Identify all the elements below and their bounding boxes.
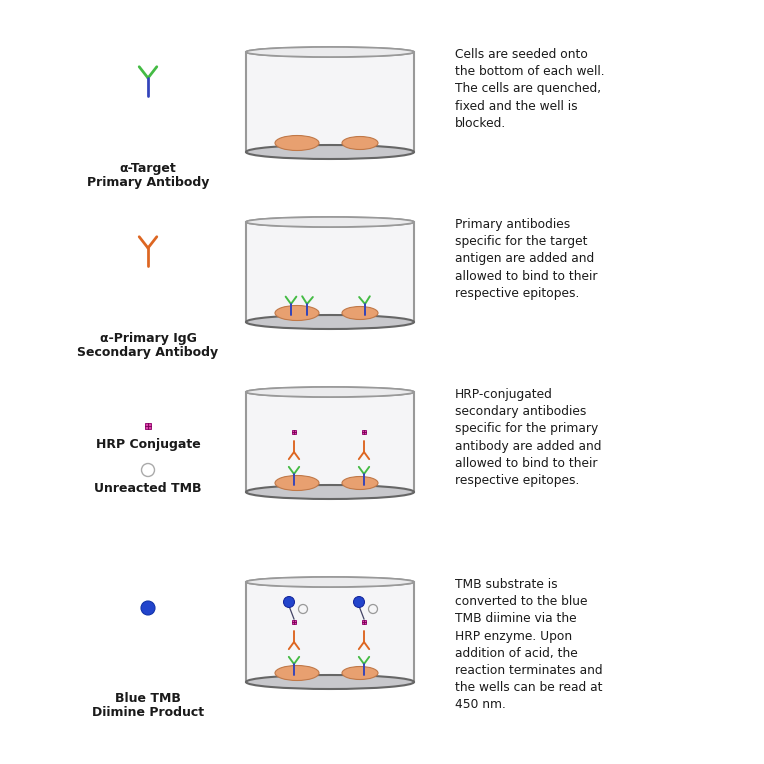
- Ellipse shape: [246, 387, 414, 397]
- Text: Primary Antibody: Primary Antibody: [87, 176, 209, 189]
- Text: Diimine Product: Diimine Product: [92, 706, 204, 719]
- Polygon shape: [246, 52, 414, 152]
- Ellipse shape: [275, 665, 319, 681]
- Ellipse shape: [246, 577, 414, 587]
- Ellipse shape: [275, 475, 319, 490]
- Ellipse shape: [246, 387, 414, 397]
- Polygon shape: [246, 392, 414, 492]
- Text: Cells are seeded onto
the bottom of each well.
The cells are quenched,
fixed and: Cells are seeded onto the bottom of each…: [455, 48, 604, 130]
- Text: Unreacted TMB: Unreacted TMB: [94, 482, 202, 495]
- Ellipse shape: [275, 135, 319, 151]
- Text: α-Target: α-Target: [120, 162, 176, 175]
- Ellipse shape: [342, 666, 378, 679]
- Bar: [145, 422, 151, 429]
- Text: TMB substrate is
converted to the blue
TMB diimine via the
HRP enzyme. Upon
addi: TMB substrate is converted to the blue T…: [455, 578, 603, 711]
- Text: Secondary Antibody: Secondary Antibody: [77, 346, 219, 359]
- Ellipse shape: [342, 137, 378, 150]
- Circle shape: [354, 597, 364, 607]
- Circle shape: [283, 597, 294, 607]
- Ellipse shape: [246, 47, 414, 57]
- Bar: [292, 620, 296, 624]
- Text: HRP-conjugated
secondary antibodies
specific for the primary
antibody are added : HRP-conjugated secondary antibodies spec…: [455, 388, 601, 487]
- Ellipse shape: [246, 217, 414, 227]
- Ellipse shape: [246, 675, 414, 689]
- Text: Primary antibodies
specific for the target
antigen are added and
allowed to bind: Primary antibodies specific for the targ…: [455, 218, 597, 299]
- Polygon shape: [246, 582, 414, 682]
- Ellipse shape: [342, 477, 378, 490]
- Ellipse shape: [246, 315, 414, 329]
- Text: α-Primary IgG: α-Primary IgG: [99, 332, 196, 345]
- Ellipse shape: [342, 306, 378, 319]
- Circle shape: [141, 601, 155, 615]
- Ellipse shape: [275, 306, 319, 321]
- Ellipse shape: [246, 47, 414, 57]
- Ellipse shape: [246, 145, 414, 159]
- Text: Blue TMB: Blue TMB: [115, 692, 181, 705]
- Text: HRP Conjugate: HRP Conjugate: [96, 438, 200, 451]
- Bar: [292, 430, 296, 434]
- Ellipse shape: [246, 217, 414, 227]
- Bar: [362, 620, 366, 624]
- Ellipse shape: [246, 485, 414, 499]
- Ellipse shape: [246, 577, 414, 587]
- Bar: [362, 430, 366, 434]
- Polygon shape: [246, 222, 414, 322]
